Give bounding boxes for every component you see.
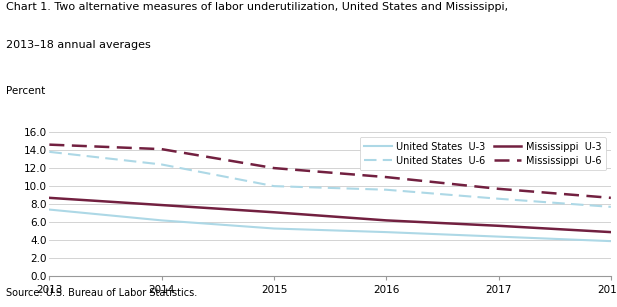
Text: Percent: Percent bbox=[6, 86, 46, 96]
Text: Chart 1. Two alternative measures of labor underutilization, United States and M: Chart 1. Two alternative measures of lab… bbox=[6, 2, 508, 12]
Legend: United States  U-3, United States  U-6, Mississippi  U-3, Mississippi  U-6: United States U-3, United States U-6, Mi… bbox=[360, 137, 606, 170]
Text: Source: U.S. Bureau of Labor Statistics.: Source: U.S. Bureau of Labor Statistics. bbox=[6, 288, 197, 298]
Text: 2013–18 annual averages: 2013–18 annual averages bbox=[6, 40, 151, 50]
